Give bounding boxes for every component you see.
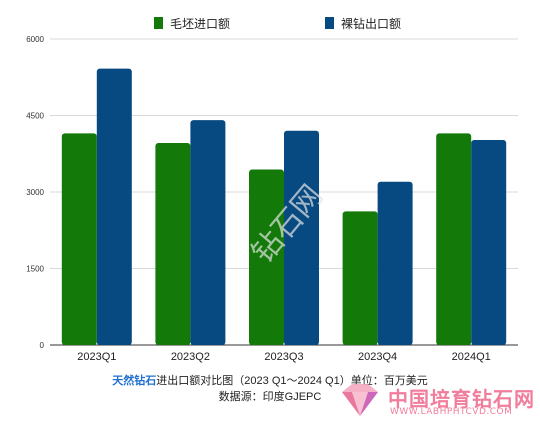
bar-2023Q4-2	[377, 181, 413, 345]
bar-2024Q1-1	[436, 133, 472, 345]
bar-2023Q1-1	[61, 133, 97, 345]
y-tick-label: 4500	[26, 112, 44, 121]
legend: 毛坯进口额 裸钻出口额	[154, 16, 401, 31]
bar-2023Q3-2	[284, 130, 319, 345]
watermark-url: WWW.LABHPHTCVD.COM	[390, 407, 513, 417]
bar-2023Q1-2	[96, 68, 132, 345]
x-axis: 2023Q1 2023Q2 2023Q3 2023Q4 2024Q1	[77, 351, 491, 363]
legend-swatch	[325, 17, 334, 29]
legend-label: 裸钻出口额	[341, 16, 401, 31]
caption-brand: 天然钻石	[112, 375, 157, 387]
caption-title: 进出口额对比图（2023 Q1～2024 Q1）单位：百万美元	[156, 375, 428, 387]
y-tick-label: 6000	[26, 35, 44, 44]
x-tick-label: 2023Q4	[358, 351, 397, 363]
bar-2023Q3-1	[249, 169, 284, 345]
x-tick-label: 2024Q1	[452, 351, 491, 363]
y-tick-label: 0	[40, 341, 45, 350]
watermark-site-name: 中国培育钻石网	[388, 387, 535, 411]
bars	[61, 68, 507, 345]
x-tick-label: 2023Q1	[77, 351, 116, 363]
legend-label: 毛坯进口额	[170, 17, 230, 31]
caption-source: 数据源：印度GJEPC	[218, 391, 322, 403]
y-tick-label: 1500	[26, 265, 44, 274]
legend-swatch	[154, 17, 163, 29]
bar-2023Q4-1	[342, 211, 378, 345]
y-tick-label: 3000	[26, 188, 44, 197]
y-axis: 0 1500 3000 4500 6000	[26, 35, 44, 350]
bar-2024Q1-2	[471, 139, 507, 345]
x-tick-label: 2023Q2	[171, 351, 210, 363]
bar-2023Q2-1	[155, 143, 191, 345]
x-tick-label: 2023Q3	[264, 351, 303, 363]
diamond-logo-icon	[342, 384, 378, 416]
bar-2023Q2-2	[190, 120, 226, 345]
